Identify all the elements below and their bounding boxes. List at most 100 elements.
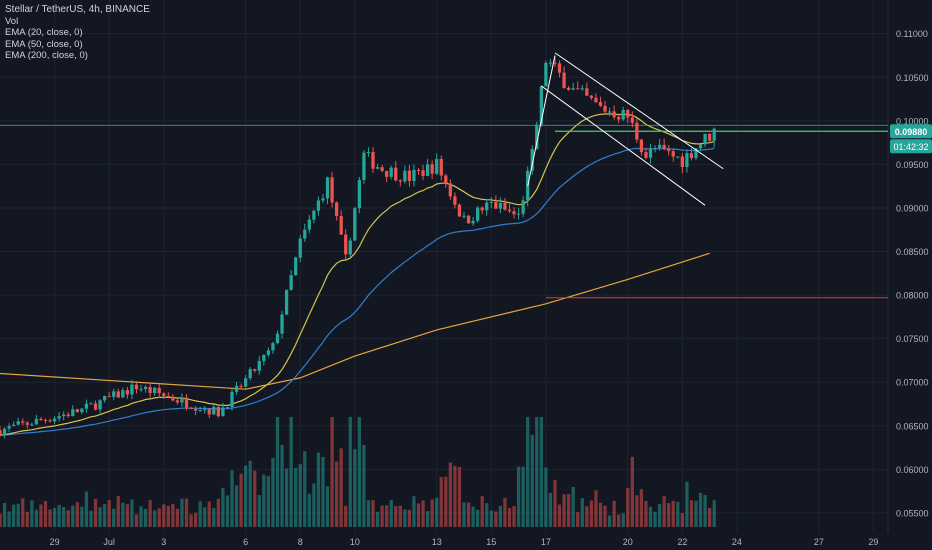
volume-bar [71, 505, 75, 527]
volume-bar [312, 483, 316, 527]
candle-body [362, 152, 366, 180]
volume-bar [448, 462, 452, 527]
candle-body [216, 406, 220, 417]
price-axis[interactable]: 0.11000 0.10500 0.10000 0.09500 0.09000 0.085… [890, 29, 932, 518]
legend-ema20[interactable]: EMA (20, close, 0) [5, 27, 83, 38]
volume-bar [80, 506, 84, 527]
candle-body [93, 403, 98, 410]
candle-body [193, 408, 198, 411]
candle-body [357, 179, 362, 209]
volume-bar [166, 505, 170, 527]
volume-bar [275, 417, 280, 527]
candle-body [516, 213, 521, 215]
legend-ema200[interactable]: EMA (200, close, 0) [5, 50, 88, 61]
volume-bar [253, 470, 257, 527]
candle-body [485, 202, 489, 211]
candle-body [234, 385, 239, 392]
candle-body [80, 408, 84, 413]
volume-bar [603, 505, 607, 527]
candle-body [116, 391, 120, 398]
volume-bar [102, 504, 107, 527]
candle-body [171, 396, 175, 401]
candle-body [25, 422, 29, 425]
candle-body [366, 152, 371, 154]
candle-body [280, 314, 284, 334]
candle-body [589, 95, 594, 98]
symbol-title[interactable]: Stellar / TetherUS, 4h, BINANCE [5, 4, 150, 15]
candle-body [48, 420, 52, 422]
ema50-path [0, 147, 715, 436]
time-tick-label: 8 [298, 537, 303, 547]
candle-body [102, 396, 107, 401]
volume-bar [234, 485, 239, 527]
volume-bar [594, 490, 598, 527]
volume-bar [171, 503, 175, 527]
volume-bar [521, 466, 525, 527]
candle-body [312, 210, 316, 220]
volume-bar [385, 505, 389, 527]
candle-body [189, 407, 193, 409]
volume-bar [494, 511, 498, 527]
volume-bar [84, 491, 89, 527]
volume-bar [298, 464, 302, 527]
volume-bar [148, 500, 152, 527]
volume-bar [0, 513, 2, 527]
candle-body [30, 424, 34, 426]
candle-body [134, 384, 139, 390]
volume-bar [43, 500, 48, 527]
volume-bar [130, 499, 134, 527]
candle-body [562, 72, 566, 88]
time-axis[interactable]: 29 Jul 3 6 8 10 13 15 17 20 22 24 27 29 [50, 537, 879, 547]
candle-body [230, 391, 234, 408]
volume-bar [193, 512, 198, 527]
volume-bar [39, 504, 43, 527]
candle-body [207, 409, 211, 415]
candle-body [203, 409, 207, 411]
price-tick-label: 0.08000 [896, 291, 929, 301]
candle-body [321, 198, 325, 201]
volume-bar [676, 501, 680, 527]
volume-bar [89, 510, 93, 527]
ema20-path [0, 113, 715, 436]
time-tick-label: 29 [868, 537, 878, 547]
volume-bar [576, 512, 580, 527]
candle-body [667, 148, 671, 152]
volume-bar [212, 508, 216, 527]
volume-bar [143, 509, 148, 527]
price-tick-label: 0.05500 [896, 508, 929, 518]
candle-body [676, 156, 680, 158]
volume-bar [439, 477, 443, 527]
candle-body [57, 416, 61, 419]
volume-bar [48, 509, 52, 527]
volume-bar [175, 508, 180, 527]
volume-bar [507, 508, 512, 527]
price-tick-label: 0.11000 [896, 29, 928, 39]
volume-bar [403, 509, 407, 527]
volume-bar [585, 506, 589, 527]
volume-bar [189, 514, 193, 527]
volume-bar [462, 502, 466, 527]
legend-volume[interactable]: Vol [5, 15, 19, 27]
volume-bar [648, 506, 653, 527]
legend-ema50[interactable]: EMA (50, close, 0) [5, 38, 83, 50]
candle-body [39, 418, 43, 421]
volume-bar [248, 460, 252, 527]
candle-body [125, 390, 130, 395]
volume-bar [539, 417, 543, 527]
candle-body [644, 152, 648, 158]
volume-bar [316, 452, 321, 527]
candle-body [380, 167, 384, 171]
candle-body [430, 164, 434, 174]
candle-body [12, 424, 16, 427]
ema200-line [0, 252, 710, 390]
candle-body [394, 167, 398, 181]
candle-body [198, 410, 202, 412]
candle-body [462, 215, 466, 217]
time-tick-label: 6 [243, 537, 248, 547]
volume-bar [62, 507, 66, 527]
current-price-label: 0.09880 [895, 127, 928, 137]
candle-body [662, 144, 666, 149]
price-tick-label: 0.10000 [896, 116, 929, 126]
candle-body [121, 390, 125, 398]
